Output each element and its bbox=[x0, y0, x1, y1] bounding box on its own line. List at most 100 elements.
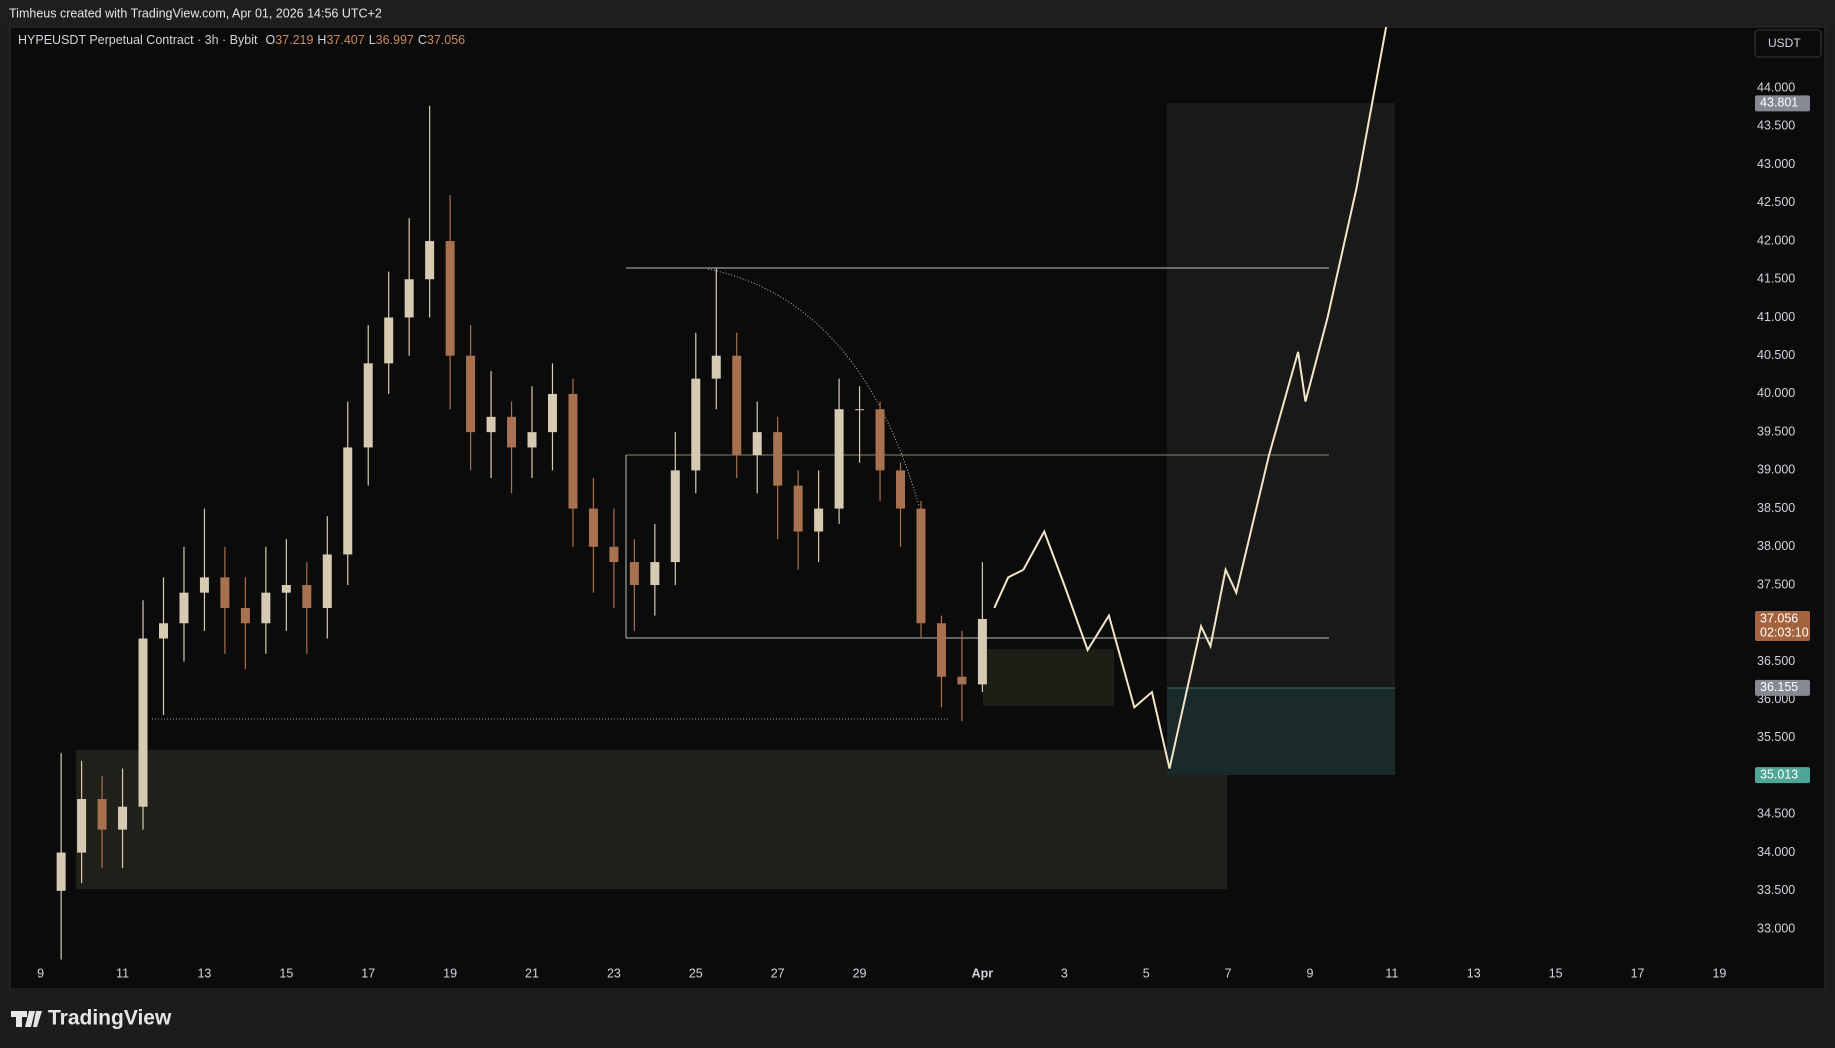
candle-body bbox=[404, 279, 414, 318]
y-tick-label: 40.000 bbox=[1757, 386, 1795, 400]
ohlc-value: 37.219 bbox=[275, 33, 314, 47]
price-label-box bbox=[1755, 767, 1810, 784]
candle-body bbox=[711, 355, 721, 379]
y-tick-label: 34.500 bbox=[1757, 807, 1795, 821]
candle-body bbox=[957, 676, 967, 685]
candle-body bbox=[834, 409, 844, 509]
x-tick-label: 7 bbox=[1225, 966, 1232, 980]
ohlc-key: C bbox=[417, 33, 427, 47]
candle-body bbox=[814, 508, 824, 532]
y-tick-label: 43.500 bbox=[1757, 119, 1795, 133]
candle-body bbox=[425, 241, 435, 280]
ohlc-key: H bbox=[317, 33, 327, 47]
candle-body bbox=[158, 623, 168, 639]
candle-body bbox=[875, 409, 885, 471]
candle-body bbox=[609, 546, 619, 563]
y-tick-label: 37.500 bbox=[1757, 577, 1795, 591]
y-tick-label: 39.500 bbox=[1757, 424, 1795, 438]
currency[interactable]: USDT bbox=[1768, 36, 1801, 50]
ohlc-value: 37.407 bbox=[326, 33, 365, 47]
candle-body bbox=[650, 562, 660, 586]
candle-body bbox=[936, 623, 946, 677]
y-tick-label: 41.500 bbox=[1757, 272, 1795, 286]
x-tick-label: 19 bbox=[443, 966, 457, 980]
arc bbox=[707, 268, 920, 507]
credit: Timheus created with TradingView.com, Ap… bbox=[9, 6, 382, 20]
y-tick-label: 44.000 bbox=[1757, 80, 1795, 94]
candle-body bbox=[281, 585, 291, 593]
top-bar bbox=[0, 0, 1835, 27]
currency-box[interactable] bbox=[1754, 29, 1822, 58]
candle-body bbox=[302, 585, 312, 608]
candle-body bbox=[118, 806, 128, 830]
y-tick-label: 33.500 bbox=[1757, 883, 1795, 897]
ohlc-key: L bbox=[368, 33, 376, 47]
x-tick-label: 17 bbox=[1631, 966, 1645, 980]
x-tick-label: 13 bbox=[197, 966, 211, 980]
price-label-box bbox=[1755, 95, 1810, 112]
candle-body bbox=[547, 393, 557, 433]
small-zone bbox=[983, 649, 1114, 706]
ohlc-key: O bbox=[265, 33, 276, 47]
price-label: 37.056 bbox=[1760, 611, 1798, 625]
candle-body bbox=[363, 363, 373, 448]
x-tick-label: Apr bbox=[972, 966, 994, 980]
y-tick-label: 34.000 bbox=[1757, 845, 1795, 859]
candle-body bbox=[670, 470, 680, 563]
candle-body bbox=[261, 592, 271, 624]
x-tick-label: 11 bbox=[116, 966, 129, 980]
candle-body bbox=[732, 355, 742, 456]
candle-body bbox=[629, 562, 639, 586]
price-label: 43.801 bbox=[1760, 96, 1798, 110]
x-tick-label: 21 bbox=[525, 966, 539, 980]
y-tick-label: 35.500 bbox=[1757, 730, 1795, 744]
candle-body bbox=[752, 432, 762, 456]
x-tick-label: 15 bbox=[1549, 966, 1563, 980]
candle-body bbox=[773, 432, 783, 486]
candle-body bbox=[507, 416, 517, 448]
ohlc-value: 36.997 bbox=[375, 33, 414, 47]
candle-body bbox=[568, 393, 578, 509]
y-tick-label: 42.000 bbox=[1757, 233, 1795, 247]
demand-zone bbox=[76, 750, 1227, 889]
ohlc-legend: HYPEUSDT Perpetual Contract · 3h · Bybit… bbox=[18, 33, 465, 47]
y-tick-label: 42.500 bbox=[1757, 195, 1795, 209]
x-tick-label: 9 bbox=[37, 966, 44, 980]
x-tick-label: 3 bbox=[1061, 966, 1068, 980]
symbol-title: HYPEUSDT Perpetual Contract · 3h · Bybit bbox=[18, 33, 258, 47]
price-label-box bbox=[1755, 610, 1810, 641]
x-tick-label: 19 bbox=[1712, 966, 1726, 980]
candle-body bbox=[384, 317, 394, 364]
candle-body bbox=[588, 508, 598, 547]
y-tick-label: 40.500 bbox=[1757, 348, 1795, 362]
countdown: 02:03:10 bbox=[1760, 625, 1809, 639]
candle-body bbox=[199, 577, 209, 593]
x-tick-label: 27 bbox=[771, 966, 785, 980]
y-tick-label: 33.000 bbox=[1757, 921, 1795, 935]
candle-body bbox=[486, 416, 496, 433]
candle-body bbox=[220, 577, 230, 608]
ohlc-values: O37.219 H37.407 L36.997 C37.056 bbox=[261, 33, 465, 47]
stop-box bbox=[1167, 688, 1395, 775]
x-tick-label: 15 bbox=[279, 966, 293, 980]
candle-body bbox=[896, 470, 906, 509]
candle-body bbox=[527, 432, 537, 448]
candle-body bbox=[343, 447, 353, 555]
candle-body bbox=[916, 508, 926, 624]
candle-body bbox=[691, 378, 701, 471]
ohlc-value: 37.056 bbox=[426, 33, 466, 47]
candle-body bbox=[179, 592, 189, 624]
y-tick-label: 41.000 bbox=[1757, 310, 1795, 324]
candle-body bbox=[977, 618, 987, 685]
target-box bbox=[1167, 103, 1395, 688]
candle-body bbox=[855, 409, 865, 411]
bottom-bar bbox=[0, 989, 1835, 1048]
x-tick-label: 5 bbox=[1143, 966, 1150, 980]
x-tick-label: 25 bbox=[689, 966, 703, 980]
price-label: 35.013 bbox=[1760, 767, 1798, 781]
x-tick-label: 13 bbox=[1467, 966, 1481, 980]
candle-body bbox=[322, 554, 332, 608]
candle-body bbox=[138, 638, 148, 807]
